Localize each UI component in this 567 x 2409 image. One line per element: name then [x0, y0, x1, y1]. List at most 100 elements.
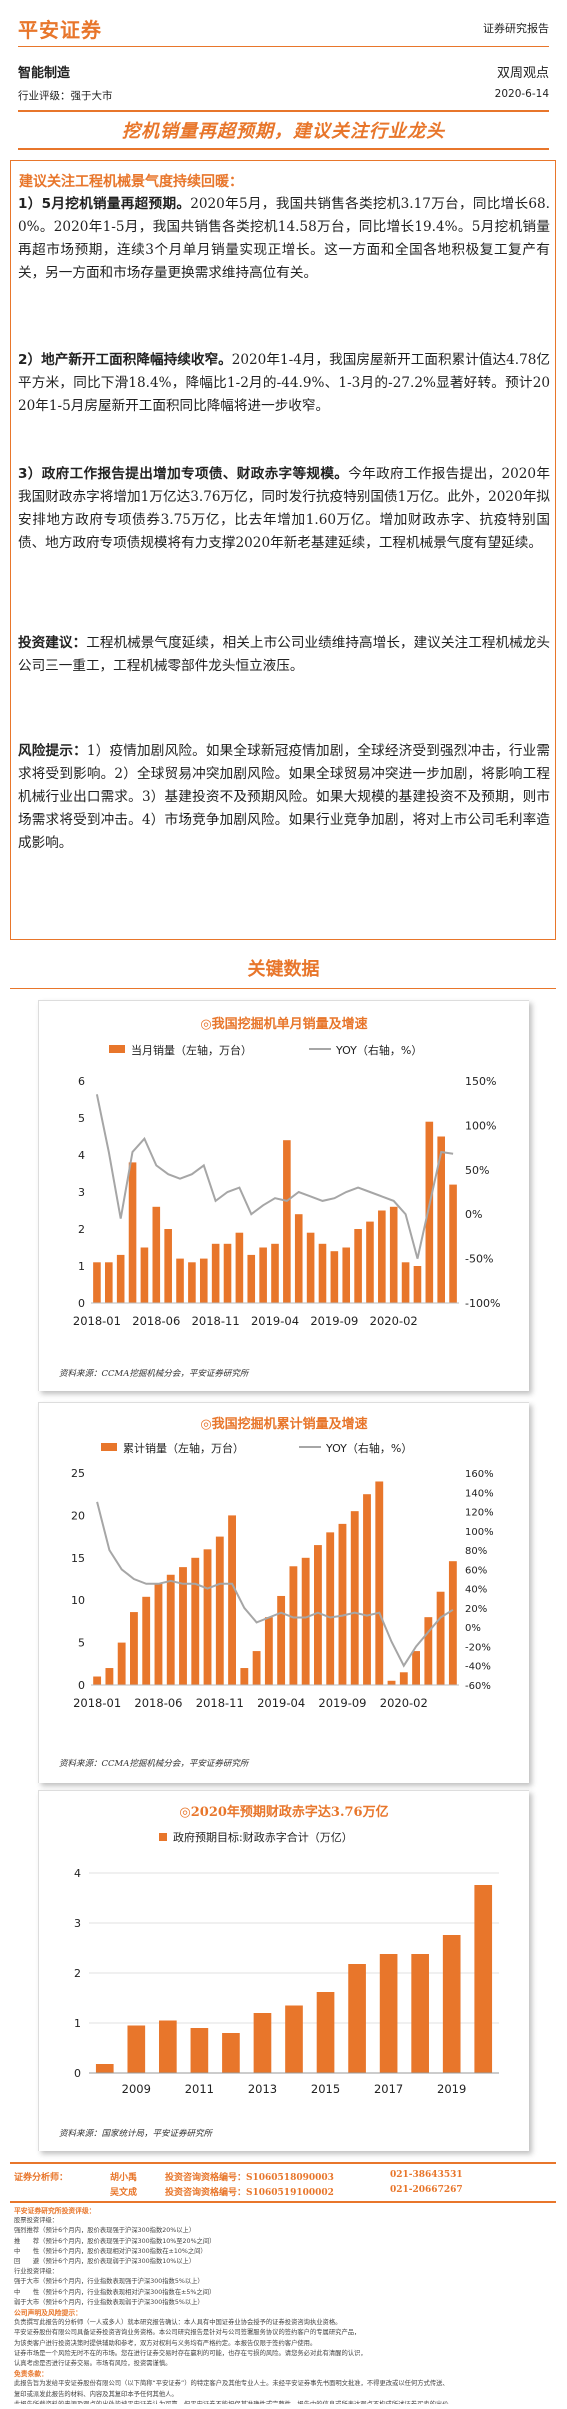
bar-mark — [363, 1494, 371, 1685]
summary-point-3-title: 3）政府工作报告提出增加专项债、财政赤字等规模。 — [18, 466, 349, 482]
right-axis-tick: -60% — [465, 1681, 491, 1692]
chart-cumulative-sales: 累计销量（左轴，万台） YOY（右轴，%） 0 5 10 15 20 25 -60% -40% -2… — [71, 1441, 494, 1710]
bar-mark — [140, 1247, 149, 1303]
legend-swatch-bars — [101, 1443, 117, 1451]
bar-mark — [436, 1591, 445, 1685]
x-axis-tick: 2020-02 — [370, 1314, 418, 1328]
disclaimer-line: 负责撰写此报告的分析师（一人或多人）就本研究报告确认：本人具有中国证券业协会授予… — [14, 2319, 342, 2327]
left-axis-tick: 0 — [78, 1297, 85, 1310]
bar-mark — [271, 1243, 279, 1303]
report-title: 挖机销量再超预期，建议关注行业龙头 — [122, 121, 445, 142]
x-axis-tick: 2019-09 — [318, 1696, 366, 1710]
x-axis-tick: 2018-06 — [134, 1696, 182, 1710]
disclaimer-line: 中 性（预计6个月内，行业指数表现相对沪深300指数在±5%之间） — [14, 2288, 216, 2296]
bar-mark — [166, 1574, 175, 1685]
bar-mark — [105, 1262, 113, 1303]
disclaimer-line: 此报告所载资料的来源及观点的出处皆被平安证券认为可靠，但平安证券不能担保其准确性… — [14, 2400, 448, 2404]
left-axis-tick: 5 — [78, 1112, 85, 1125]
bar-mark — [223, 1243, 232, 1303]
disclaimer-line: 此报告旨为发给平安证券股份有限公司（以下简称“平安证券”）的特定客户及其他专业人… — [14, 2380, 449, 2388]
right-axis-tick: -20% — [465, 1642, 491, 1653]
y-axis-tick: 4 — [74, 1867, 81, 1880]
summary-point-3: 3）政府工作报告提出增加专项债、财政赤字等规模。今年政府工作报告提出，2020年… — [18, 463, 550, 613]
bar-mark — [159, 2020, 177, 2073]
right-axis-tick: 40% — [465, 1585, 487, 1596]
chart-source-deficit: 资料来源：国家统计局，平安证券研究所 — [59, 2129, 213, 2139]
right-axis-tick: 0% — [465, 1208, 482, 1221]
analyst-top-rule — [10, 2162, 556, 2164]
brand-logo: 平安证券 — [18, 18, 102, 42]
risk-warning: 风险提示：1）疫情加剧风险。如果全球新冠疫情加剧，全球经济受到强烈冲击，行业需求… — [18, 740, 550, 930]
disclaimer-line: 中 性（预计6个月内，股价表现相对沪深300指数在±10%之间） — [14, 2247, 207, 2255]
x-axis-tick: 2013 — [248, 2082, 277, 2096]
disclaimer-line: 强烈推荐（预计6个月内，股价表现强于沪深300指数20%以上） — [14, 2227, 196, 2235]
bar-mark — [411, 1954, 429, 2073]
right-axis-tick: -40% — [465, 1662, 491, 1673]
x-axis-tick: 2019-09 — [310, 1314, 358, 1328]
bar-mark — [306, 1232, 315, 1303]
disclaimer: 平安证券研究所投资评级： 股票投资评级： 强烈推荐（预计6个月内，股价表现强于沪深3… — [14, 2204, 554, 2404]
bar-mark — [116, 1254, 125, 1303]
summary-point-2-title: 2）地产新开工面积降幅持续收窄。 — [18, 352, 232, 368]
left-axis-tick: 6 — [78, 1075, 85, 1088]
bar-mark — [105, 1668, 114, 1685]
bar-mark — [350, 1511, 359, 1685]
chart-title-deficit: ◎2020年预期财政赤字达3.76万亿 — [179, 1805, 389, 1820]
summary-point-3-text: 今年政府工作报告提出，2020年我国财政赤字将增加1万亿达3.76万亿，同时发行… — [18, 466, 550, 551]
right-axis-tick: 50% — [465, 1164, 489, 1177]
title-bottom-rule — [18, 148, 549, 150]
chart-source-cumulative: 资料来源：CCMA挖掘机械分会，平安证券研究所 — [59, 1759, 249, 1769]
disclaimer-line: 证券市场是一个风险无时不在的市场。您在进行证券交易时存在赢利的可能，也存在亏损的… — [14, 2349, 367, 2357]
legend-label-line: YOY（右轴，%） — [325, 1441, 412, 1455]
bar-mark — [425, 1121, 434, 1303]
bar-mark — [211, 1243, 220, 1303]
bar-mark — [448, 1561, 457, 1685]
bar-mark — [283, 1140, 291, 1303]
bar-mark — [316, 1992, 335, 2073]
left-axis-tick: 3 — [78, 1186, 85, 1199]
bar-mark — [127, 2025, 146, 2073]
report-kind: 双周观点 — [496, 66, 549, 81]
bar-mark — [474, 1885, 493, 2073]
bar-mark — [253, 2013, 272, 2073]
bar-mark — [442, 1935, 461, 2073]
x-axis-tick: 2019-04 — [257, 1696, 305, 1710]
summary-box: 建议关注工程机械景气度持续回暖： — [10, 160, 556, 940]
legend-swatch-bars — [109, 1045, 125, 1053]
bar-mark — [240, 1668, 249, 1685]
chart-monthly-sales: 当月销量（左轴，万台） YOY（右轴，%） 0 1 2 3 4 5 6 -100% -50% 0% 50… — [73, 1043, 501, 1328]
bar-mark — [389, 1206, 398, 1303]
bar-mark — [413, 1266, 422, 1303]
bar-mark — [199, 1258, 208, 1303]
chart-source-monthly: 资料来源：CCMA挖掘机械分会，平安证券研究所 — [59, 1369, 249, 1379]
disclaimer-line: 弱于大市（预计6个月内，行业指数表现弱于沪深300指数5%以上） — [14, 2298, 204, 2306]
right-axis-tick: 150% — [465, 1075, 496, 1088]
bar-mark — [326, 1532, 335, 1685]
bar-mark — [449, 1184, 457, 1303]
bar-mark — [259, 1247, 267, 1303]
bar-mark — [93, 1676, 102, 1685]
x-axis-tick: 2017 — [374, 2082, 403, 2096]
y-axis-tick: 0 — [74, 2067, 81, 2080]
right-axis-tick: -100% — [465, 1297, 500, 1310]
header-divider — [18, 46, 549, 47]
y-axis-tick: 1 — [74, 2017, 81, 2030]
x-axis-tick: 2011 — [185, 2082, 214, 2096]
summary-point-1-title: 1）5月挖机销量再超预期。 — [18, 196, 191, 212]
right-axis-tick: 140% — [465, 1488, 494, 1499]
investment-advice-title: 投资建议： — [18, 635, 87, 651]
bar-mark — [437, 1136, 445, 1303]
legend-label-bars: 当月销量（左轴，万台） — [131, 1043, 252, 1057]
bar-mark — [235, 1232, 244, 1303]
bar-mark — [366, 1221, 374, 1303]
legend-label-line: YOY（右轴，%） — [335, 1043, 422, 1057]
right-axis-tick: 0% — [465, 1623, 481, 1634]
legend-label-bars: 政府预期目标:财政赤字合计（万亿） — [173, 1830, 353, 1844]
bar-mark — [387, 1680, 396, 1685]
y-axis-tick: 2 — [74, 1967, 81, 1980]
x-axis-tick: 2020-02 — [380, 1696, 428, 1710]
bar-mark — [264, 1617, 273, 1685]
industry-rating: 行业评级：强于大市 — [18, 90, 113, 102]
chart-title-cumulative: ◎我国挖掘机累计销量及增速 — [200, 1417, 368, 1432]
disclaimer-line: 强于大市（预计6个月内，行业指数表现强于沪深300指数5%以上） — [14, 2278, 204, 2286]
